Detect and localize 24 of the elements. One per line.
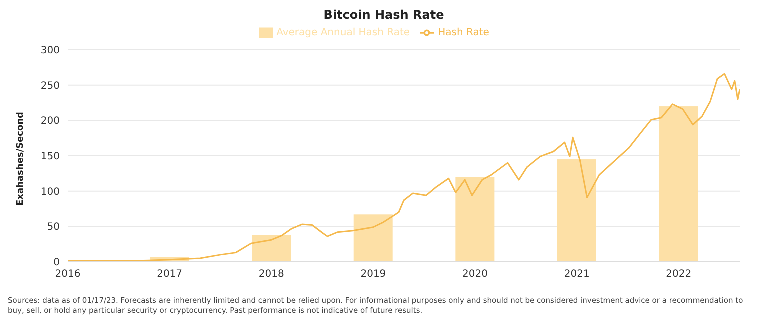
legend-label: Hash Rate xyxy=(438,28,490,39)
x-tick-label: 2022 xyxy=(666,269,692,280)
y-tick-label: 250 xyxy=(40,80,60,92)
bar xyxy=(354,214,393,262)
y-tick-label: 100 xyxy=(40,186,60,198)
bar xyxy=(659,106,698,262)
bar xyxy=(456,177,495,262)
x-tick-label: 2016 xyxy=(55,269,81,280)
y-tick-label: 0 xyxy=(54,258,60,269)
chart-title: Bitcoin Hash Rate xyxy=(322,8,446,22)
bar xyxy=(557,160,596,262)
x-tick-label: 2021 xyxy=(564,269,590,280)
legend-label: Average Annual Hash Rate xyxy=(276,28,410,39)
y-tick-label: 200 xyxy=(40,116,60,128)
y-tick-label: 300 xyxy=(40,46,60,57)
x-tick-label: 2017 xyxy=(157,269,183,280)
x-tick-label: 2020 xyxy=(462,269,488,280)
bar xyxy=(252,235,292,262)
line-series xyxy=(68,73,740,262)
y-tick-label: 50 xyxy=(47,222,60,234)
y-tick-label: 150 xyxy=(40,152,60,163)
x-tick-label: 2019 xyxy=(360,269,386,280)
y-axis-title: Exahashes/Second xyxy=(16,112,26,206)
x-tick-label: 2018 xyxy=(258,269,284,280)
